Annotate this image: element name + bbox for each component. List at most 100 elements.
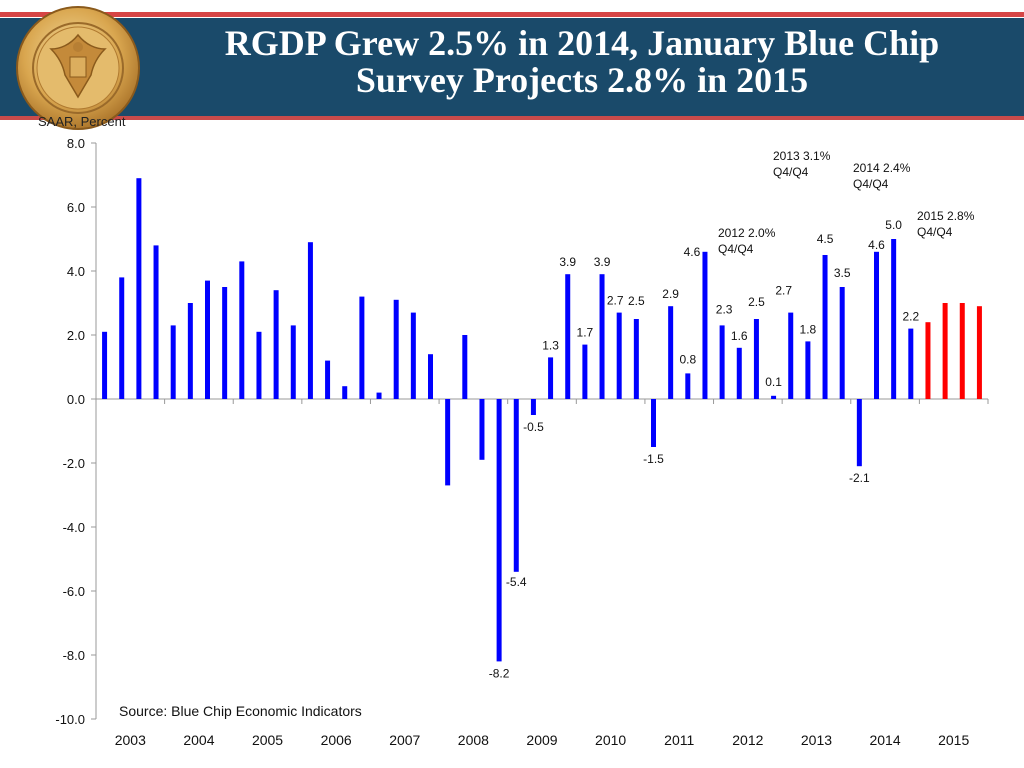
- annotation-line-2: Q4/Q4: [917, 225, 953, 239]
- actual-bar: [736, 347, 742, 399]
- actual-bar: [788, 312, 794, 399]
- actual-bar: [891, 239, 897, 399]
- actual-bar: [651, 399, 656, 447]
- actual-bar: [170, 325, 176, 399]
- actual-bar: [685, 373, 691, 399]
- actual-bar: [633, 319, 639, 399]
- x-year-label: 2003: [115, 732, 146, 748]
- actual-bar: [702, 251, 708, 399]
- actual-bar: [325, 360, 331, 399]
- actual-bar: [410, 312, 416, 399]
- actual-bar: [393, 299, 399, 399]
- actual-bar: [771, 395, 777, 399]
- actual-bar: [187, 303, 193, 399]
- y-tick-label: 6.0: [67, 200, 85, 215]
- y-tick-label: -6.0: [63, 584, 85, 599]
- federal-reserve-seal-icon: [16, 6, 140, 130]
- actual-bar: [256, 331, 262, 399]
- actual-bar: [530, 399, 536, 415]
- actual-bar: [582, 344, 588, 399]
- bar-value-label: 3.5: [834, 266, 851, 280]
- actual-bar: [205, 280, 210, 399]
- y-tick-label: 4.0: [67, 264, 85, 279]
- actual-bar: [496, 399, 502, 662]
- y-axis-label: SAAR, Percent: [38, 114, 126, 129]
- actual-bar: [856, 399, 862, 467]
- forecast-bar: [925, 322, 931, 399]
- annotation-line-2: Q4/Q4: [773, 165, 809, 179]
- bar-value-label: 5.0: [885, 218, 902, 232]
- x-year-label: 2006: [321, 732, 352, 748]
- actual-bar: [839, 287, 845, 399]
- actual-bar: [908, 328, 914, 399]
- source-note: Source: Blue Chip Economic Indicators: [119, 703, 362, 719]
- title-line-2: Survey Projects 2.8% in 2015: [355, 60, 809, 100]
- x-year-label: 2008: [458, 732, 489, 748]
- bar-value-label: 2.2: [902, 310, 919, 324]
- y-tick-label: -10.0: [55, 712, 85, 727]
- bar-value-label: -1.5: [643, 452, 664, 466]
- actual-bar: [290, 325, 296, 399]
- y-tick-label: 0.0: [67, 392, 85, 407]
- bar-value-label: 2.7: [775, 284, 792, 298]
- bar-value-label: 3.9: [594, 255, 611, 269]
- actual-bar: [342, 386, 348, 399]
- bar-value-label: 1.3: [542, 338, 559, 352]
- actual-bar: [548, 357, 554, 399]
- bar-value-label: 0.1: [765, 375, 782, 389]
- actual-bar: [153, 245, 159, 399]
- banner-underline: [0, 116, 1024, 120]
- bar-value-label: 1.7: [577, 326, 594, 340]
- x-year-label: 2004: [183, 732, 214, 748]
- actual-bar: [445, 399, 451, 486]
- x-year-label: 2009: [526, 732, 557, 748]
- bar-value-label: 4.6: [684, 245, 701, 259]
- actual-bar: [668, 306, 674, 399]
- actual-bar: [513, 399, 519, 572]
- actual-bar: [222, 287, 228, 399]
- x-year-label: 2010: [595, 732, 626, 748]
- actual-bar: [616, 312, 622, 399]
- actual-bar: [479, 399, 485, 460]
- annotation-line-1: 2013 3.1%: [773, 149, 831, 163]
- actual-bar: [119, 277, 125, 399]
- actual-bar: [805, 341, 811, 399]
- bar-value-label: 4.5: [817, 232, 834, 246]
- actual-bar: [462, 335, 468, 399]
- bar-value-label: 1.8: [800, 322, 817, 336]
- bar-value-label: 2.9: [662, 287, 679, 301]
- x-year-label: 2005: [252, 732, 283, 748]
- title-line-1: RGDP Grew 2.5% in 2014, January Blue Chi…: [224, 23, 940, 63]
- y-tick-label: 2.0: [67, 328, 85, 343]
- x-year-label: 2012: [732, 732, 763, 748]
- bar-value-label: 4.6: [868, 238, 885, 252]
- annotation-line-1: 2014 2.4%: [853, 161, 911, 175]
- actual-bar: [376, 392, 382, 399]
- title-banner: [0, 18, 1024, 116]
- x-year-label: 2015: [938, 732, 969, 748]
- bar-value-label: -8.2: [489, 666, 510, 680]
- chart-data-labels: -8.2 -5.4 -0.5 1.3 3.9 1.7 3.9 2.7 2.5 -1.5 2.9 0.8…: [489, 218, 920, 680]
- bar-value-label: 2.3: [716, 302, 733, 316]
- actual-bar: [428, 354, 433, 399]
- forecast-bar: [976, 306, 982, 399]
- chart-axes: 8.0 6.0 4.0 2.0 0.0 -2.0 -4.0 -6.0 -8.0 -10.0 2003…: [55, 136, 989, 748]
- bar-value-label: 2.5: [628, 294, 645, 308]
- actual-bar: [874, 251, 879, 399]
- actual-bar: [753, 319, 759, 399]
- actual-bar: [136, 178, 142, 399]
- x-year-label: 2011: [664, 732, 694, 748]
- y-tick-label: -4.0: [63, 520, 85, 535]
- annotation-line-2: Q4/Q4: [718, 242, 754, 256]
- y-tick-label: 8.0: [67, 136, 85, 151]
- actual-bar: [359, 296, 365, 399]
- y-tick-label: -2.0: [63, 456, 85, 471]
- bar-value-label: -0.5: [523, 420, 544, 434]
- x-year-label: 2007: [389, 732, 420, 748]
- actual-bar: [239, 261, 245, 399]
- actual-bar: [822, 255, 828, 399]
- actual-bar: [719, 325, 725, 399]
- chart-annotations: 2012 2.0% Q4/Q4 2013 3.1% Q4/Q4 2014 2.4% Q4/…: [718, 149, 975, 256]
- x-year-label: 2013: [801, 732, 832, 748]
